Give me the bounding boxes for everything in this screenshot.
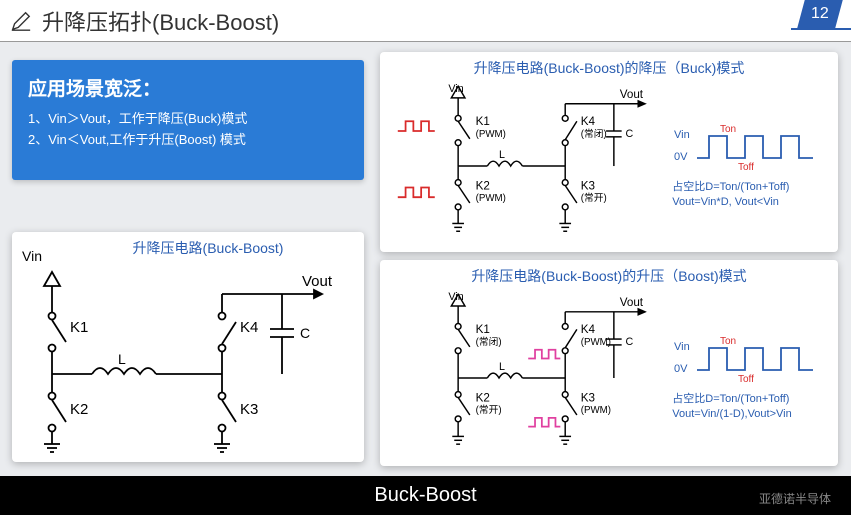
svg-text:L: L <box>499 361 505 373</box>
svg-text:Toff: Toff <box>738 374 754 385</box>
boost-formula1: 占空比D=Ton/(Ton+Toff) <box>672 392 828 407</box>
buck-formula1: 占空比D=Ton/(Ton+Toff) <box>672 180 828 195</box>
svg-text:K3: K3 <box>581 391 595 404</box>
svg-text:K4: K4 <box>581 323 596 336</box>
svg-text:Vout: Vout <box>620 88 644 101</box>
svg-text:K1: K1 <box>476 323 490 336</box>
slide-header: 升降压拓扑(Buck-Boost) 12 <box>0 0 851 42</box>
svg-text:C: C <box>626 128 634 140</box>
svg-text:(PWM): (PWM) <box>581 405 611 416</box>
svg-text:(常开): (常开) <box>581 191 607 204</box>
buck-formula2: Vout=Vin*D, Vout<Vin <box>672 195 828 210</box>
svg-text:K2: K2 <box>476 179 490 192</box>
svg-text:Vout: Vout <box>302 273 333 290</box>
svg-text:Vin: Vin <box>674 129 690 141</box>
app-line2: 2、Vin＜Vout,工作于升压(Boost) 模式 <box>28 130 348 151</box>
boost-waveform-block: Vin 0V Ton Toff 占空比D=Ton/(Ton+Toff) Vout… <box>672 288 828 468</box>
svg-text:(常闭): (常闭) <box>581 127 607 140</box>
svg-text:(常开): (常开) <box>476 403 502 416</box>
svg-text:K2: K2 <box>476 391 490 404</box>
svg-text:K3: K3 <box>240 401 258 418</box>
app-title: 应用场景宽泛： <box>28 74 348 101</box>
svg-text:Ton: Ton <box>720 336 736 347</box>
buck-waveform-block: Vin 0V Ton Toff 占空比D=Ton/(Ton+Toff) Vout… <box>672 80 828 255</box>
svg-text:0V: 0V <box>674 151 688 163</box>
boost-formula2: Vout=Vin/(1-D),Vout>Vin <box>672 407 828 422</box>
panel-basic-title: 升降压电路(Buck-Boost) <box>62 238 354 258</box>
svg-text:0V: 0V <box>674 363 688 375</box>
svg-text:L: L <box>499 149 505 161</box>
svg-text:K4: K4 <box>240 319 258 336</box>
svg-text:C: C <box>626 336 634 348</box>
slide-content: 应用场景宽泛： 1、Vin＞Vout，工作于降压(Buck)模式 2、Vin＜V… <box>0 42 851 476</box>
vin-label: Vin <box>22 238 62 264</box>
svg-text:Vin: Vin <box>448 83 463 95</box>
pencil-icon <box>10 10 32 32</box>
svg-text:Vout: Vout <box>620 296 644 309</box>
bottom-bar: Buck-Boost 亚德诺半导体 <box>0 476 851 515</box>
panel-basic-circuit: Vin 升降压电路(Buck-Boost) <box>12 232 364 462</box>
svg-text:(PWM): (PWM) <box>476 193 506 204</box>
page-title: 升降压拓扑(Buck-Boost) <box>42 5 279 37</box>
buck-waveform: Vin 0V Ton Toff <box>672 120 827 175</box>
app-line1: 1、Vin＞Vout，工作于降压(Buck)模式 <box>28 109 348 130</box>
basic-circuit-diagram: K1 K2 K3 K4 L C Vout <box>22 264 352 459</box>
panel-boost-title: 升降压电路(Buck-Boost)的升压（Boost)模式 <box>390 266 828 286</box>
svg-text:Vin: Vin <box>448 291 463 303</box>
bottom-text: Buck-Boost <box>374 484 476 507</box>
svg-text:(PWM): (PWM) <box>476 129 506 140</box>
page-number: 12 <box>797 0 843 28</box>
svg-text:Ton: Ton <box>720 124 736 135</box>
svg-text:Vin: Vin <box>674 341 690 353</box>
panel-buck-title: 升降压电路(Buck-Boost)的降压（Buck)模式 <box>390 58 828 78</box>
boost-circuit-diagram: Vin K1 (常闭) K2 (常开) K3 (PWM) K4 (PWM) L … <box>390 288 672 468</box>
svg-text:Toff: Toff <box>738 162 754 173</box>
watermark: 亚德诺半导体 <box>759 490 831 507</box>
svg-text:C: C <box>300 325 310 341</box>
svg-text:K2: K2 <box>70 401 88 418</box>
panel-buck-mode: 升降压电路(Buck-Boost)的降压（Buck)模式 <box>380 52 838 252</box>
svg-text:K1: K1 <box>70 319 88 336</box>
application-box: 应用场景宽泛： 1、Vin＞Vout，工作于降压(Buck)模式 2、Vin＜V… <box>12 60 364 180</box>
svg-text:K3: K3 <box>581 179 595 192</box>
panel-boost-mode: 升降压电路(Buck-Boost)的升压（Boost)模式 <box>380 260 838 466</box>
svg-text:(常闭): (常闭) <box>476 335 502 348</box>
buck-circuit-diagram: Vin K1 (PWM) K2 (PWM) K3 (常开) K4 (常闭) L … <box>390 80 672 255</box>
header-accent <box>791 28 851 30</box>
svg-text:(PWM): (PWM) <box>581 337 611 348</box>
svg-text:K1: K1 <box>476 115 490 128</box>
svg-text:L: L <box>118 351 126 367</box>
svg-text:K4: K4 <box>581 115 596 128</box>
boost-waveform: Vin 0V Ton Toff <box>672 332 827 387</box>
